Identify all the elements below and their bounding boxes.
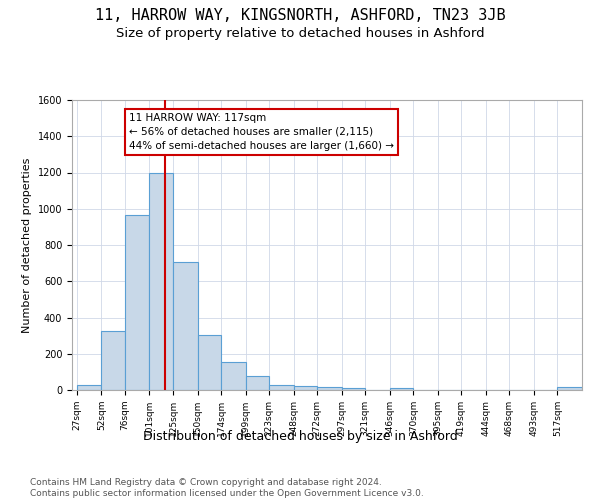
Bar [293,386,317,390]
Bar [77,384,101,390]
Bar [245,376,269,390]
Bar [221,362,245,390]
Bar [317,388,342,390]
Y-axis label: Number of detached properties: Number of detached properties [22,158,32,332]
Bar [197,334,221,390]
Bar [269,385,293,390]
Bar [557,388,582,390]
Bar [125,215,149,390]
Text: 11 HARROW WAY: 117sqm
← 56% of detached houses are smaller (2,115)
44% of semi-d: 11 HARROW WAY: 117sqm ← 56% of detached … [129,112,394,150]
Bar [149,174,173,390]
Bar [101,331,125,390]
Text: Size of property relative to detached houses in Ashford: Size of property relative to detached ho… [116,28,484,40]
Text: Contains HM Land Registry data © Crown copyright and database right 2024.
Contai: Contains HM Land Registry data © Crown c… [30,478,424,498]
Text: Distribution of detached houses by size in Ashford: Distribution of detached houses by size … [143,430,457,443]
Text: 11, HARROW WAY, KINGSNORTH, ASHFORD, TN23 3JB: 11, HARROW WAY, KINGSNORTH, ASHFORD, TN2… [95,8,505,22]
Bar [342,388,365,390]
Bar [390,388,413,390]
Bar [173,262,197,390]
